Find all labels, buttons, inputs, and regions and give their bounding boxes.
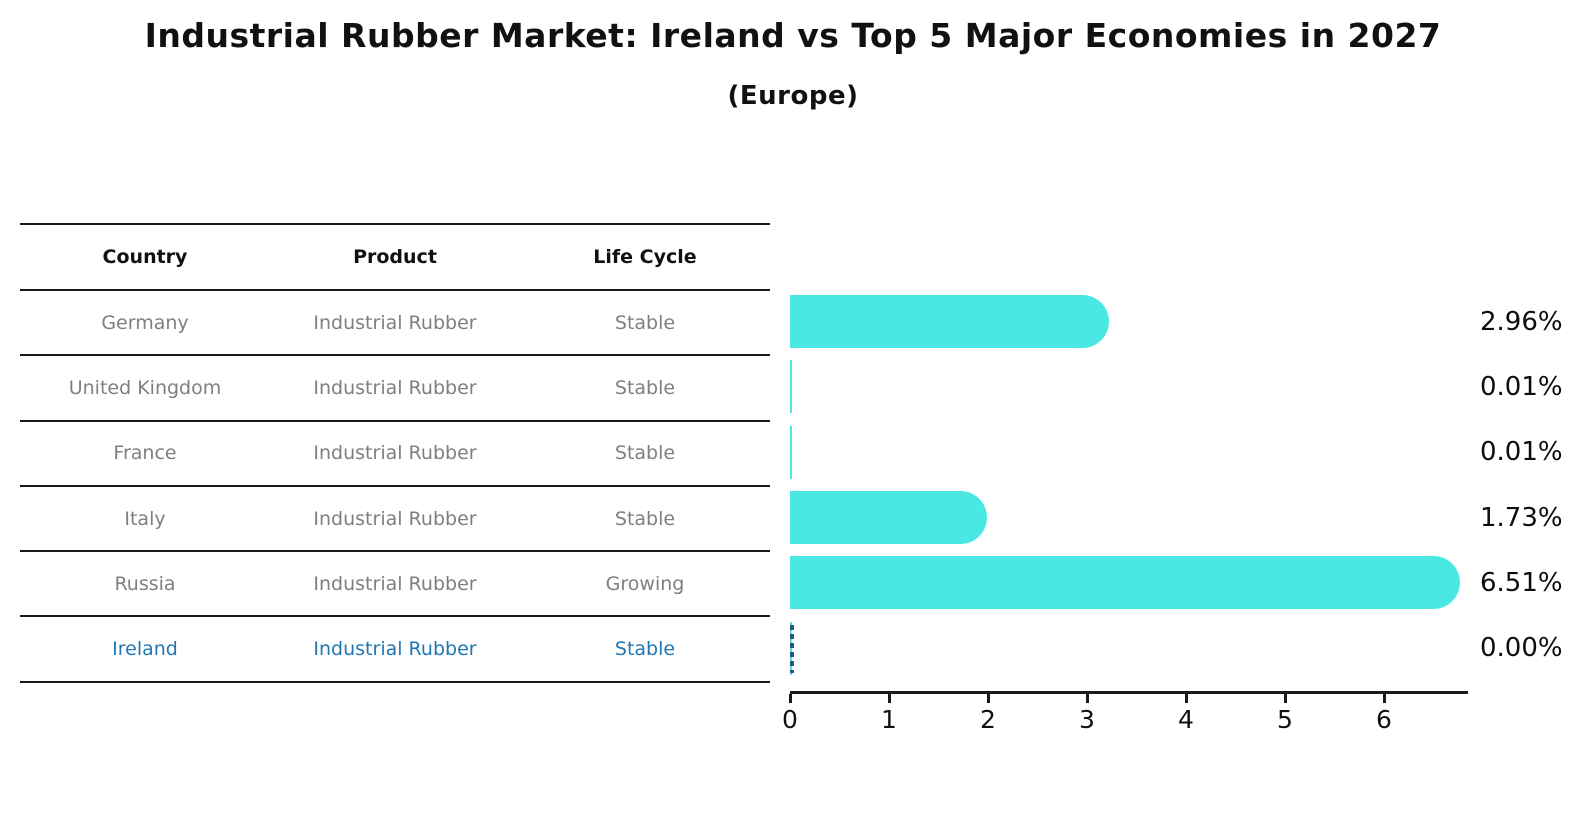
chart-title: Industrial Rubber Market: Ireland vs Top… <box>144 16 1442 55</box>
bar-france <box>790 425 792 479</box>
x-tick-mark <box>888 694 891 703</box>
cell-country: United Kingdom <box>68 376 222 399</box>
value-label: 1.73% <box>1480 502 1563 533</box>
cell-life-cycle: Stable <box>614 376 676 399</box>
ireland-zero-dashed-line <box>790 624 794 673</box>
chart-subtitle: (Europe) <box>727 81 859 111</box>
table-row: Italy Industrial Rubber Stable <box>20 484 770 550</box>
table-header-row: Country Product Life Cycle <box>20 223 770 289</box>
bar-united-kingdom <box>790 360 792 414</box>
cell-life-cycle: Growing <box>605 572 685 595</box>
cell-life-cycle: Stable <box>614 638 676 661</box>
cell-product: Industrial Rubber <box>313 572 477 595</box>
cell-life-cycle: Stable <box>614 507 676 530</box>
bar-italy <box>790 490 988 544</box>
table-body: Germany Industrial Rubber Stable United Kin… <box>20 289 770 681</box>
cell-country: Russia <box>114 572 176 595</box>
cell-product: Industrial Rubber <box>313 376 477 399</box>
cell-life-cycle: Stable <box>614 311 676 334</box>
cell-country: Ireland <box>112 638 178 661</box>
x-tick-mark <box>789 694 792 703</box>
bar-plot-area: 0 1 2 3 4 5 6 <box>782 223 1468 734</box>
header-lifecycle: Life Cycle <box>593 246 697 268</box>
table-row: Germany Industrial Rubber Stable <box>20 289 770 354</box>
x-tick-mark <box>987 694 990 703</box>
value-label: 6.51% <box>1480 567 1563 598</box>
x-tick-label: 5 <box>1277 705 1293 734</box>
table-row: Russia Industrial Rubber Growing <box>20 550 770 615</box>
x-tick-mark <box>1383 694 1386 703</box>
bar-germany <box>790 295 1110 348</box>
x-tick-label: 1 <box>881 705 897 734</box>
cell-country: France <box>113 442 177 465</box>
x-tick-label: 4 <box>1178 705 1194 734</box>
cell-product: Industrial Rubber <box>313 507 477 530</box>
value-label: 0.01% <box>1480 437 1563 468</box>
value-label: 0.00% <box>1480 633 1563 664</box>
value-label: 2.96% <box>1480 306 1563 337</box>
cell-country: Germany <box>101 311 189 334</box>
x-tick-label: 3 <box>1079 705 1095 734</box>
cell-product: Industrial Rubber <box>313 442 477 465</box>
table-row: France Industrial Rubber Stable <box>20 419 770 485</box>
x-tick-mark <box>1185 694 1188 703</box>
cell-life-cycle: Stable <box>614 442 676 465</box>
x-tick-mark <box>1284 694 1287 703</box>
header-country: Country <box>102 246 188 268</box>
table-row: Ireland Industrial Rubber Stable <box>20 615 770 680</box>
table-row: United Kingdom Industrial Rubber Stable <box>20 354 770 419</box>
country-table: Country Product Life Cycle Germany Indust… <box>20 223 770 683</box>
x-tick-label: 6 <box>1376 705 1392 734</box>
x-tick-mark <box>1086 694 1089 703</box>
header-product: Product <box>353 246 437 268</box>
value-label: 0.01% <box>1480 371 1563 402</box>
cell-product: Industrial Rubber <box>313 311 477 334</box>
cell-product: Industrial Rubber <box>313 638 477 661</box>
x-tick-label: 0 <box>782 705 798 734</box>
bar-russia <box>790 556 1461 610</box>
cell-country: Italy <box>124 507 166 530</box>
x-tick-label: 2 <box>980 705 996 734</box>
